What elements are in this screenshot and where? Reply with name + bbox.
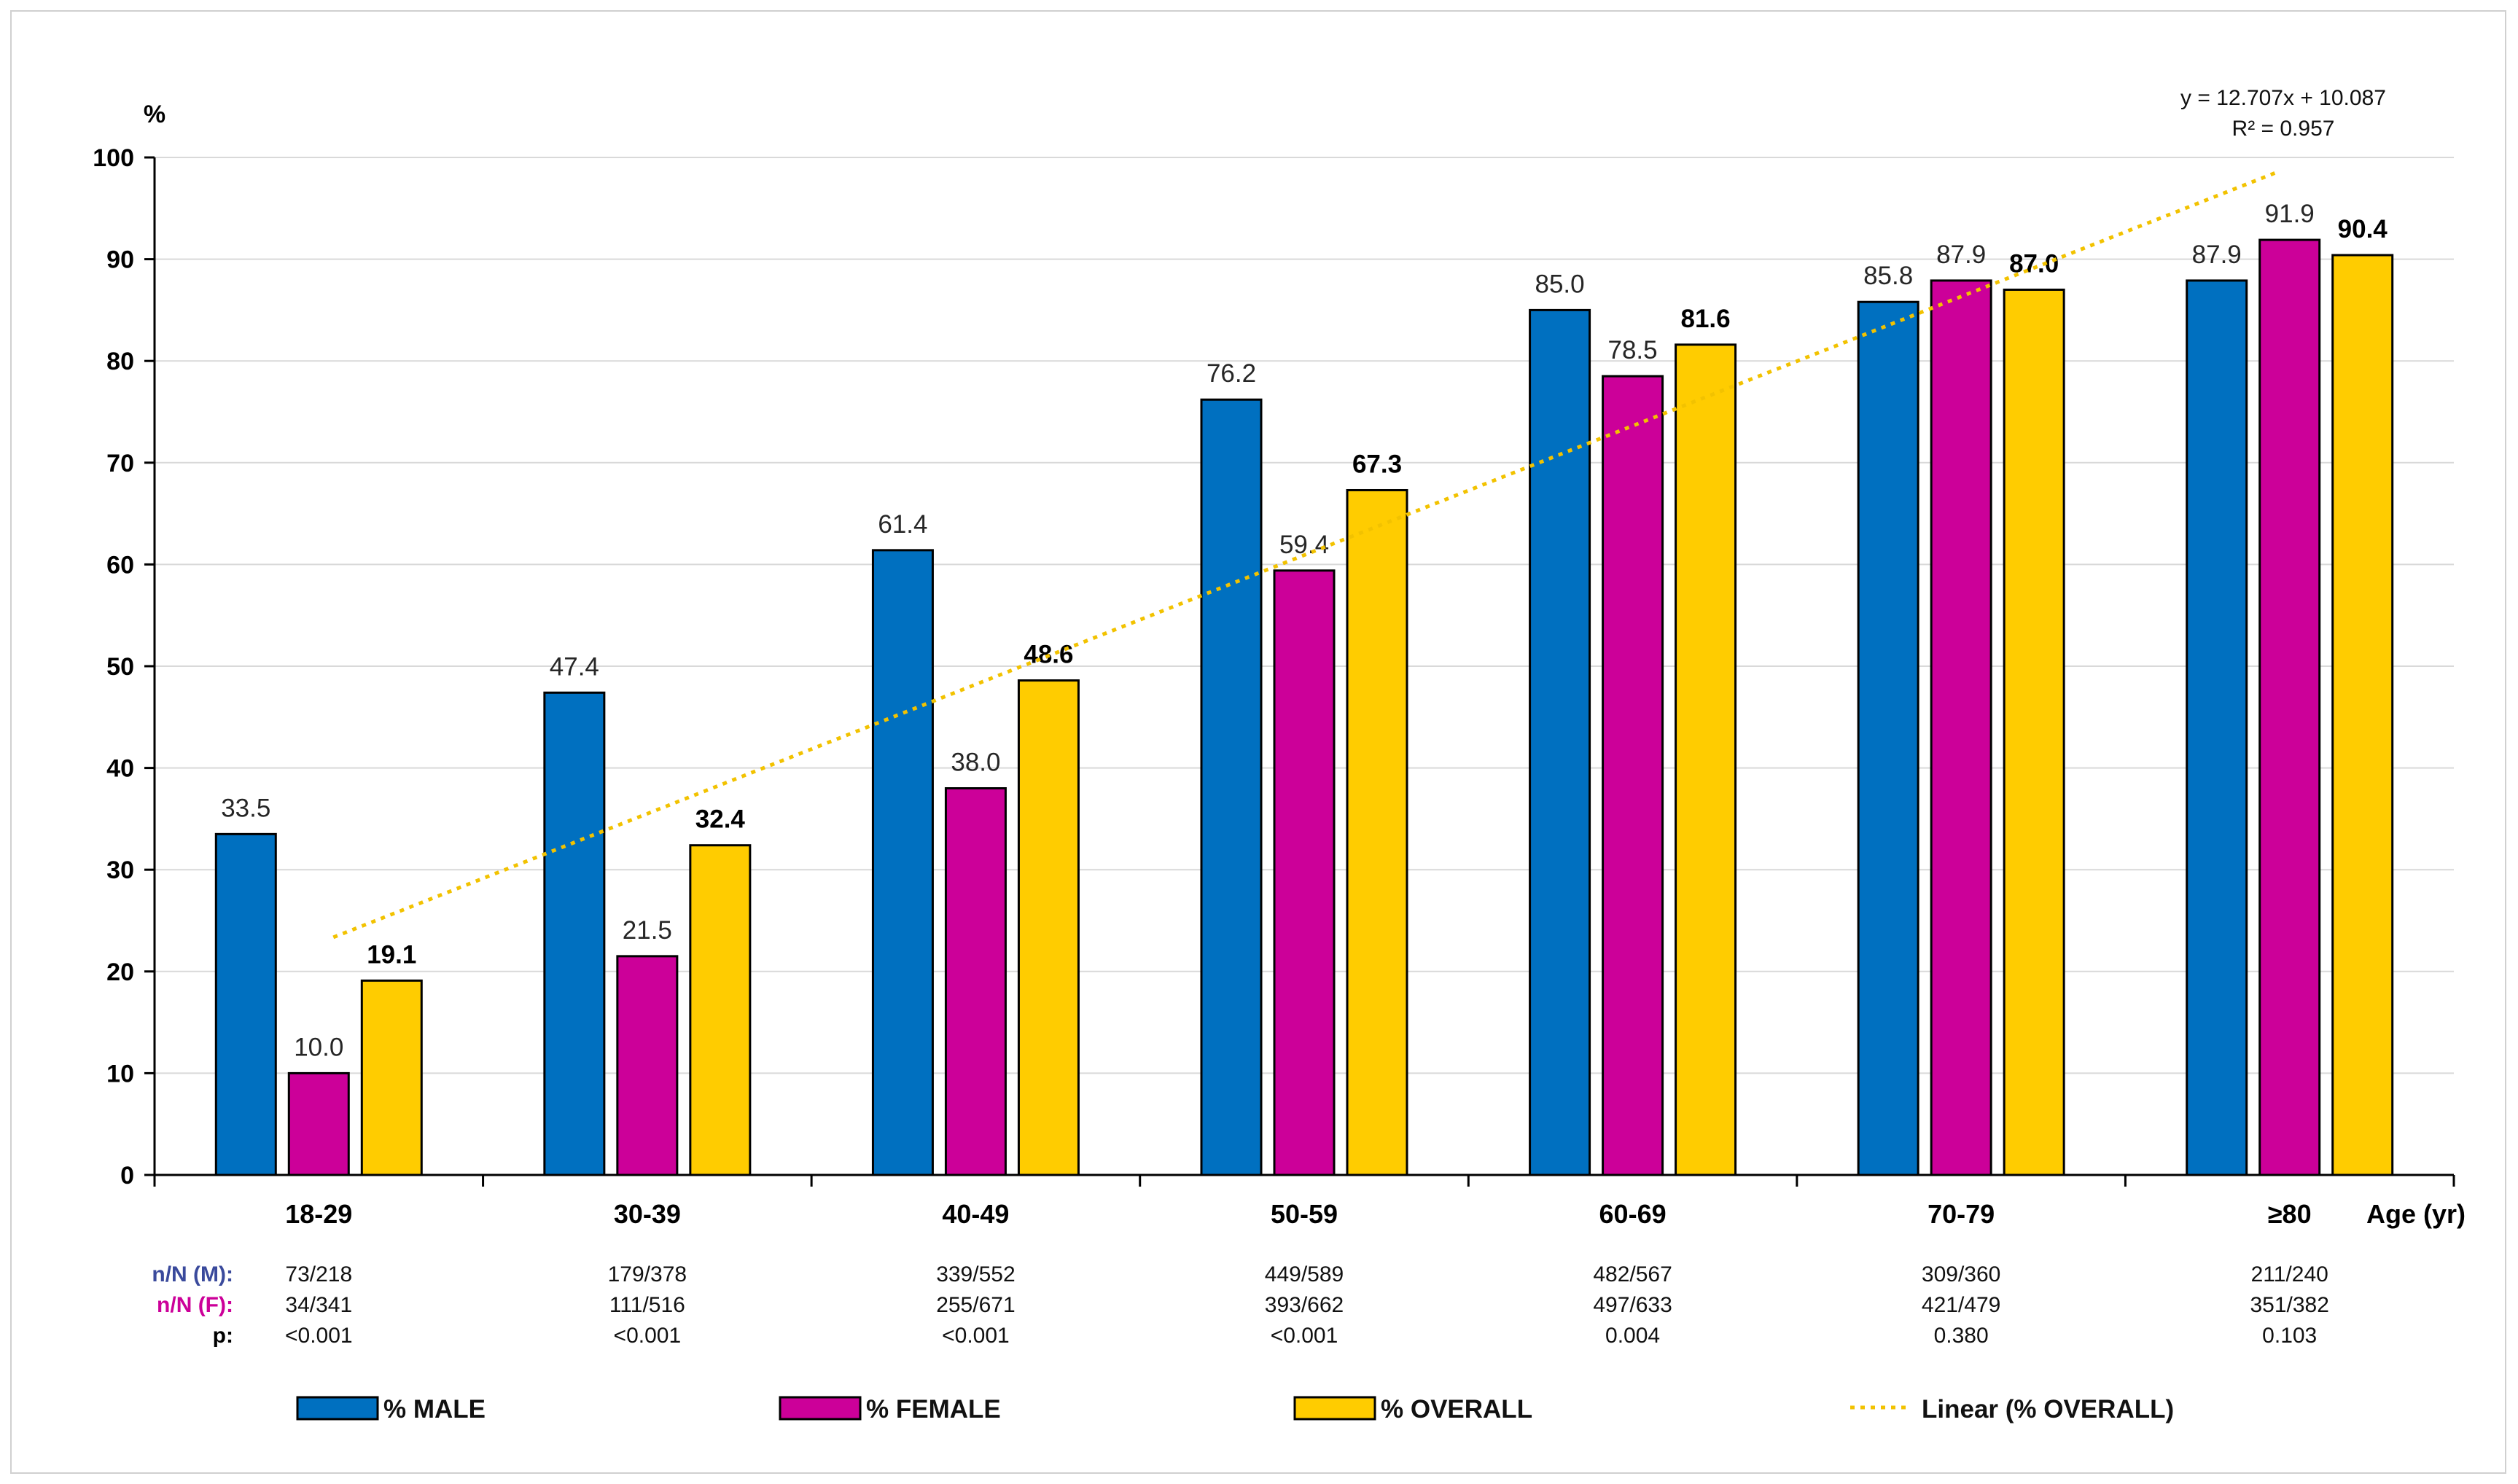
y-tick-label: 80 — [106, 348, 134, 375]
legend-label: % MALE — [383, 1395, 486, 1424]
y-tick-label: 50 — [106, 653, 134, 681]
x-tick-label: 70-79 — [1928, 1199, 1995, 1229]
y-tick-label: 70 — [106, 450, 134, 477]
table-cell: 497/633 — [1593, 1293, 1672, 1317]
trendline — [332, 171, 2276, 940]
data-label: 61.4 — [878, 510, 927, 539]
data-label: 32.4 — [695, 805, 746, 834]
bar-male-5 — [1857, 300, 1919, 1176]
table-cell: <0.001 — [1271, 1324, 1338, 1348]
legend-label: % OVERALL — [1381, 1395, 1532, 1424]
legend-swatch — [296, 1396, 379, 1421]
y-tick-label: 0 — [120, 1162, 134, 1190]
bar-male-4 — [1529, 308, 1591, 1176]
table-cell: 0.380 — [1934, 1324, 1989, 1348]
data-label: 78.5 — [1608, 336, 1658, 364]
data-label: 21.5 — [623, 916, 672, 945]
table-cell: 351/382 — [2250, 1293, 2328, 1317]
trendline-r-squared: R² = 0.957 — [2232, 117, 2335, 141]
y-tick-label: 90 — [106, 246, 134, 274]
data-label: 38.0 — [951, 749, 1000, 777]
bar-female-2 — [944, 787, 1007, 1176]
bar-female-1 — [616, 955, 679, 1176]
legend-swatch — [779, 1396, 862, 1421]
data-label: 10.0 — [294, 1033, 343, 1061]
y-tick-label: 20 — [106, 958, 134, 986]
bar-overall-6 — [2331, 254, 2394, 1176]
bar-male-2 — [871, 549, 934, 1176]
bar-overall-3 — [1346, 488, 1408, 1176]
table-cell: 179/378 — [608, 1262, 687, 1286]
legend-label: Linear (% OVERALL) — [1922, 1395, 2174, 1424]
data-label: 85.0 — [1535, 270, 1585, 298]
bar-female-6 — [2258, 238, 2321, 1176]
x-axis-label: Age (yr) — [2366, 1199, 2466, 1229]
data-label: 85.8 — [1863, 262, 1913, 290]
data-label: 47.4 — [550, 652, 599, 681]
x-tick-label: 60-69 — [1599, 1199, 1667, 1229]
bar-overall-5 — [2003, 288, 2065, 1176]
data-label: 76.2 — [1207, 359, 1256, 388]
bar-overall-2 — [1017, 679, 1080, 1176]
data-label: 90.4 — [2338, 215, 2388, 243]
x-tick-label: 40-49 — [942, 1199, 1009, 1229]
table-cell: 309/360 — [1922, 1262, 2000, 1286]
data-label: 91.9 — [2265, 200, 2315, 228]
trendline-equation: y = 12.707x + 10.087 — [2180, 86, 2386, 110]
table-cell: <0.001 — [942, 1324, 1010, 1348]
table-cell: 0.103 — [2262, 1324, 2317, 1348]
data-label: 87.9 — [2192, 241, 2242, 269]
bar-overall-0 — [360, 979, 423, 1176]
bar-male-6 — [2186, 279, 2248, 1176]
table-cell: 73/218 — [285, 1262, 352, 1286]
data-label: 67.3 — [1352, 450, 1402, 478]
y-tick-label: 60 — [106, 551, 134, 579]
table-cell: 0.004 — [1605, 1324, 1660, 1348]
table-cell: <0.001 — [614, 1324, 682, 1348]
bar-male-3 — [1200, 398, 1263, 1176]
y-tick-label: 40 — [106, 755, 134, 783]
y-tick-label: 100 — [93, 144, 134, 172]
y-axis-label: % — [144, 101, 165, 128]
bar-overall-1 — [689, 844, 752, 1176]
table-cell: 393/662 — [1265, 1293, 1344, 1317]
y-tick-label: 10 — [106, 1060, 134, 1087]
table-cell: 482/567 — [1593, 1262, 1672, 1286]
bar-female-0 — [287, 1071, 350, 1176]
table-row-label: p: — [213, 1324, 233, 1348]
data-label: 33.5 — [221, 794, 270, 822]
x-tick-label: ≥80 — [2268, 1199, 2312, 1229]
bar-female-5 — [1930, 279, 1992, 1176]
data-label: 19.1 — [367, 940, 416, 969]
table-cell: 34/341 — [285, 1293, 352, 1317]
table-cell: 339/552 — [936, 1262, 1015, 1286]
table-cell: 111/516 — [609, 1293, 685, 1317]
table-row-label: n/N (M): — [152, 1262, 233, 1286]
legend-label: % FEMALE — [866, 1395, 1001, 1424]
bar-male-0 — [214, 832, 277, 1176]
table-cell: <0.001 — [285, 1324, 353, 1348]
table-cell: 255/671 — [936, 1293, 1015, 1317]
table-cell: 449/589 — [1265, 1262, 1344, 1286]
data-label: 81.6 — [1681, 305, 1731, 333]
data-label: 87.9 — [1936, 241, 1986, 269]
x-tick-label: 50-59 — [1271, 1199, 1338, 1229]
table-cell: 421/479 — [1922, 1293, 2000, 1317]
x-tick-label: 18-29 — [285, 1199, 352, 1229]
table-cell: 211/240 — [2251, 1262, 2328, 1286]
bar-female-3 — [1273, 569, 1336, 1176]
bar-male-1 — [543, 691, 606, 1176]
x-tick-label: 30-39 — [614, 1199, 681, 1229]
legend-swatch — [1293, 1396, 1376, 1421]
bar-female-4 — [1602, 375, 1664, 1176]
y-tick-label: 30 — [106, 856, 134, 884]
bar-overall-4 — [1675, 343, 1737, 1176]
table-row-label: n/N (F): — [157, 1293, 233, 1317]
